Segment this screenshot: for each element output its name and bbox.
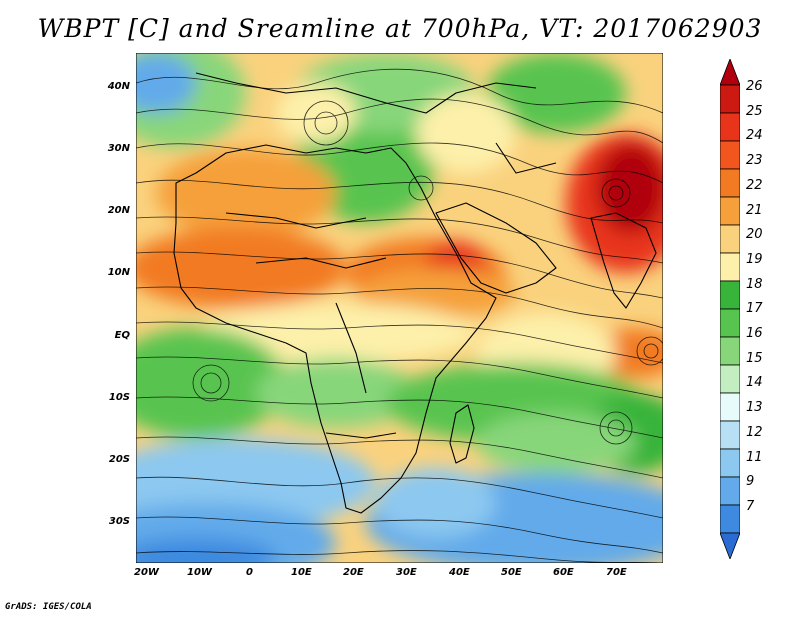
colorbar-label: 15 (746, 350, 763, 366)
colorbar-swatch (720, 504, 740, 534)
lat-label: 40N (107, 81, 130, 92)
colorbar-swatch (720, 392, 740, 422)
colorbar (720, 59, 740, 559)
lon-label: 10W (187, 567, 212, 578)
colorbar-label: 9 (746, 474, 755, 490)
colorbar-label: 22 (746, 177, 763, 193)
chart-title: WBPT [C] and Sreamline at 700hPa, VT: 20… (37, 14, 763, 43)
colorbar-swatch (720, 84, 740, 114)
colorbar-label: 16 (746, 326, 763, 341)
colorbar-label: 12 (746, 424, 763, 440)
colorbar-swatch (720, 252, 740, 282)
colorbar-swatch (720, 364, 740, 394)
lat-label: 10N (107, 267, 130, 278)
colorbar-label: 19 (746, 251, 763, 267)
colorbar-swatch (720, 420, 740, 450)
colorbar-top-arrow (720, 59, 740, 86)
lat-label: 30S (108, 516, 130, 527)
colorbar-label: 20 (746, 227, 763, 243)
colorbar-swatch (720, 224, 740, 254)
colorbar-label: 23 (746, 153, 763, 169)
colorbar-label: 26 (746, 79, 763, 94)
lon-label: 20W (134, 567, 159, 578)
colorbar-swatch (720, 336, 740, 366)
colorbar-label: 21 (746, 202, 763, 218)
colorbar-swatch (720, 476, 740, 506)
lat-label: 10S (108, 392, 130, 403)
colorbar-swatch (720, 168, 740, 198)
lon-label: 30E (396, 567, 417, 578)
lon-label: 70E (606, 567, 627, 578)
colorbar-label: 13 (746, 400, 763, 416)
colorbar-label: 24 (746, 128, 763, 144)
colorbar-swatch (720, 448, 740, 478)
lon-label: 40E (449, 567, 470, 578)
colorbar-swatch (720, 112, 740, 142)
lat-label: 30N (107, 143, 130, 154)
colorbar-swatch (720, 308, 740, 338)
colorbar-swatch (720, 280, 740, 310)
lat-label: EQ (114, 330, 130, 341)
lat-label: 20S (108, 454, 130, 465)
lon-label: 50E (501, 567, 522, 578)
colorbar-bottom-arrow (720, 532, 740, 559)
lon-label: 20E (343, 567, 364, 578)
colorbar-label: 7 (746, 498, 755, 514)
lon-label: 10E (291, 567, 312, 578)
colorbar-label: 11 (746, 449, 763, 465)
colorbar-label: 18 (746, 276, 763, 292)
lat-label: 20N (107, 205, 130, 216)
colorbar-label: 25 (746, 103, 763, 119)
wbpt-streamline-map (136, 53, 663, 563)
lon-label: 0 (246, 567, 253, 578)
colorbar-swatch (720, 196, 740, 226)
colorbar-label: 14 (746, 375, 763, 391)
colorbar-swatch (720, 140, 740, 170)
colorbar-label: 17 (746, 301, 763, 317)
credit-text: GrADS: IGES/COLA (5, 602, 92, 612)
lon-label: 60E (553, 567, 574, 578)
